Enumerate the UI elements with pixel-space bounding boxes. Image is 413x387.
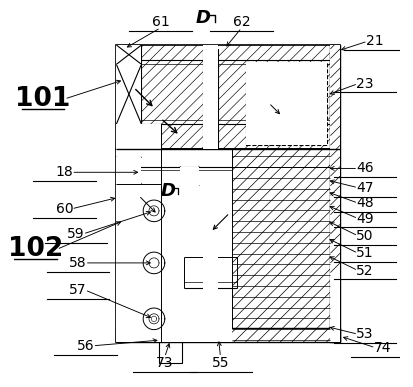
Bar <box>116 157 141 184</box>
Bar <box>180 166 199 186</box>
Text: 101: 101 <box>15 86 71 112</box>
Bar <box>330 149 339 342</box>
Bar <box>203 45 217 149</box>
Bar <box>116 149 232 342</box>
Text: 53: 53 <box>356 327 373 341</box>
Bar <box>116 149 232 342</box>
Bar <box>159 341 181 363</box>
Text: 49: 49 <box>356 212 373 226</box>
Text: 73: 73 <box>155 356 173 370</box>
Bar <box>116 157 141 184</box>
Bar <box>116 45 141 64</box>
Text: 47: 47 <box>356 181 373 195</box>
Text: 102: 102 <box>8 236 63 262</box>
Text: D: D <box>195 9 210 27</box>
Bar <box>116 45 339 149</box>
Bar <box>203 174 217 340</box>
Bar <box>116 329 339 342</box>
Text: 56: 56 <box>76 339 94 353</box>
Text: 61: 61 <box>152 15 169 29</box>
Bar <box>203 49 217 149</box>
Bar <box>139 190 168 336</box>
Bar <box>330 45 339 149</box>
Bar <box>116 124 160 149</box>
Bar <box>204 290 215 313</box>
Text: 50: 50 <box>356 229 373 243</box>
Bar <box>139 301 168 336</box>
Bar <box>330 149 339 342</box>
Text: 52: 52 <box>356 264 373 277</box>
Text: 46: 46 <box>356 161 373 175</box>
Text: 57: 57 <box>69 283 86 297</box>
Bar <box>116 64 141 124</box>
Bar <box>180 166 199 186</box>
Bar <box>203 174 217 340</box>
Text: 60: 60 <box>55 202 73 216</box>
Bar <box>330 45 339 149</box>
Text: 74: 74 <box>373 341 390 355</box>
Bar <box>116 64 141 124</box>
Bar <box>116 45 141 64</box>
Text: 18: 18 <box>55 165 73 179</box>
Text: D: D <box>160 182 175 200</box>
Bar <box>206 53 214 145</box>
Text: 21: 21 <box>365 34 382 48</box>
Bar <box>116 149 339 342</box>
Bar <box>254 72 316 136</box>
Bar <box>116 124 160 149</box>
Text: 51: 51 <box>356 246 373 260</box>
Bar <box>245 62 326 145</box>
Bar <box>245 62 326 145</box>
Bar <box>204 315 215 338</box>
Text: 59: 59 <box>67 227 85 241</box>
Text: 58: 58 <box>69 256 86 270</box>
Text: 55: 55 <box>211 356 229 370</box>
Text: 48: 48 <box>356 196 373 210</box>
Text: 62: 62 <box>233 15 250 29</box>
Text: 23: 23 <box>356 77 373 91</box>
